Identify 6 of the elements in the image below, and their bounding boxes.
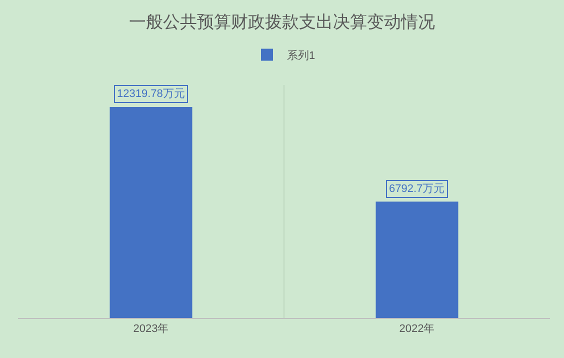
data-label: 6792.7万元 — [389, 183, 445, 195]
x-tick-label: 2023年 — [133, 323, 169, 336]
chart-title: 一般公共预算财政拨款支出决算变动情况 — [129, 12, 435, 32]
legend-label: 系列1 — [287, 49, 316, 62]
data-label: 12319.78万元 — [117, 88, 185, 100]
x-tick-label: 2022年 — [399, 323, 435, 336]
